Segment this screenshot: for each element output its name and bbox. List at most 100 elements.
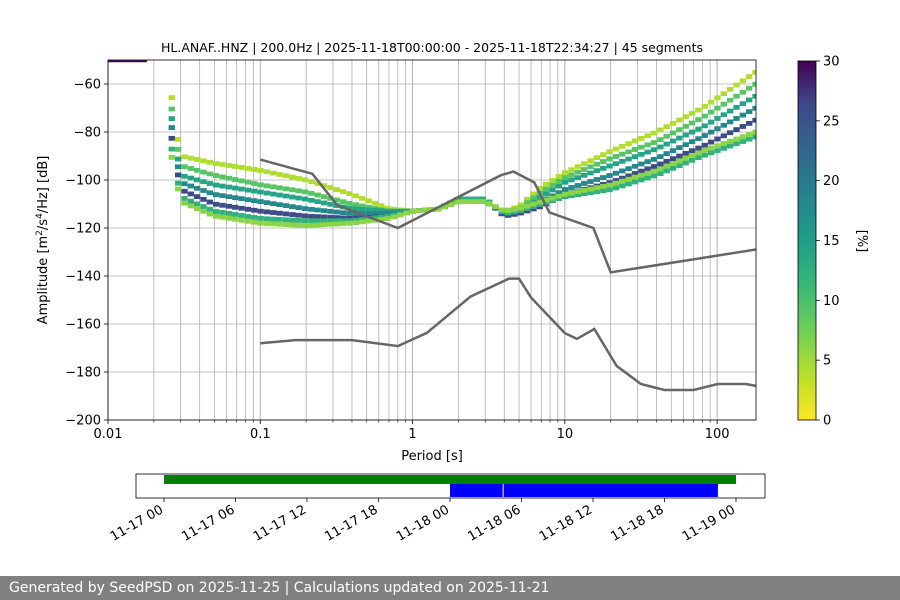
- psd-cell: [707, 150, 715, 156]
- psd-cell: [213, 213, 220, 219]
- psd-cell: [676, 127, 683, 133]
- psd-cell: [587, 170, 594, 176]
- psd-cell: [377, 208, 385, 214]
- colorbar-tick-label: 0: [823, 414, 831, 429]
- x-tick-label: 0.1: [250, 427, 271, 442]
- psd-cell: [289, 174, 296, 180]
- psd-cell: [466, 199, 474, 204]
- psd-cell: [657, 154, 664, 160]
- psd-cell: [365, 218, 372, 224]
- psd-cell: [244, 214, 252, 219]
- psd-cell: [295, 218, 302, 223]
- psd-cell: [232, 216, 239, 222]
- psd-cell: [631, 171, 639, 176]
- psd-cell: [479, 199, 486, 204]
- psd-cell: [384, 213, 391, 219]
- psd-cell: [746, 136, 753, 142]
- psd-cell: [600, 175, 607, 180]
- timeline-tick-label: 11-18 06: [465, 502, 523, 544]
- psd-cell: [238, 178, 245, 184]
- psd-cell: [244, 218, 252, 224]
- psd-cell: [181, 164, 188, 170]
- psd-cell: [720, 141, 727, 146]
- psd-cell: [530, 195, 537, 201]
- psd-cell: [555, 174, 562, 179]
- psd-cell: [181, 181, 188, 187]
- psd-cell: [295, 188, 302, 194]
- psd-cell: [333, 215, 340, 221]
- psd-cell: [657, 137, 664, 143]
- psd-cell: [314, 199, 321, 205]
- psd-cell: [346, 191, 353, 197]
- psd-cell: [295, 212, 302, 218]
- psd-cell: [339, 210, 347, 216]
- psd-heatmap: [108, 60, 756, 228]
- psd-cell: [270, 210, 277, 215]
- psd-cell: [333, 187, 340, 193]
- psd-cell: [593, 189, 601, 195]
- psd-cell: [352, 202, 359, 208]
- psd-cell: [193, 206, 201, 212]
- psd-cell: [555, 183, 562, 189]
- psd-cell: [638, 168, 645, 174]
- psd-cell: [631, 174, 639, 180]
- psd-cell: [625, 149, 632, 155]
- y-tick-label: −200: [65, 414, 101, 429]
- psd-cell: [511, 207, 518, 212]
- psd-cell: [657, 127, 664, 133]
- psd-cell: [644, 149, 651, 155]
- colorbar-label: [%]: [854, 230, 869, 253]
- psd-cell: [219, 214, 226, 220]
- psd-cell: [574, 192, 582, 198]
- psd-cell: [384, 205, 391, 211]
- psd-cell: [213, 182, 220, 188]
- psd-cell: [746, 74, 753, 79]
- psd-cell: [701, 133, 708, 138]
- psd-cell: [644, 170, 651, 176]
- psd-cell: [346, 220, 353, 226]
- psd-cell: [251, 219, 258, 225]
- psd-cell: [688, 153, 696, 158]
- psd-cell: [669, 148, 677, 154]
- y-axis-ticks: −60 −80 −100 −120 −140 −160 −180 −200: [65, 78, 108, 429]
- psd-cell: [181, 188, 188, 194]
- psd-cell: [270, 191, 277, 197]
- psd-cell: [371, 211, 378, 216]
- psd-cell: [612, 185, 620, 191]
- psd-cell: [244, 187, 252, 193]
- psd-cell: [663, 124, 670, 130]
- psd-cell: [739, 112, 747, 118]
- psd-cell: [574, 189, 582, 195]
- psd-cell: [200, 179, 207, 185]
- psd-cell: [365, 207, 372, 213]
- psd-cell: [657, 166, 664, 172]
- psd-cell: [276, 202, 283, 208]
- psd-cell: [549, 177, 556, 183]
- psd-cell: [619, 151, 626, 157]
- psd-cell: [714, 95, 721, 101]
- psd-cell: [650, 140, 658, 145]
- y-tick-label: −60: [74, 78, 101, 93]
- psd-cell: [733, 93, 740, 99]
- psd-cell: [676, 163, 683, 169]
- psd-cell: [238, 196, 245, 202]
- psd-cell: [752, 129, 756, 135]
- psd-cell: [707, 109, 715, 115]
- psd-cell: [187, 183, 194, 189]
- psd-cell: [663, 151, 670, 157]
- grid-lines: [107, 60, 756, 421]
- psd-cell: [174, 186, 182, 192]
- psd-cell: [682, 150, 689, 156]
- psd-cell: [225, 184, 233, 190]
- psd-cell: [206, 211, 214, 217]
- psd-cell: [714, 116, 721, 121]
- psd-cell: [574, 164, 582, 170]
- psd-cell: [638, 172, 645, 178]
- psd-cell: [301, 177, 309, 183]
- psd-cell: [213, 192, 220, 198]
- psd-cell: [619, 175, 626, 181]
- psd-cell: [669, 130, 677, 136]
- psd-cell: [289, 212, 296, 217]
- psd-cell: [517, 202, 524, 208]
- psd-cell: [714, 126, 721, 132]
